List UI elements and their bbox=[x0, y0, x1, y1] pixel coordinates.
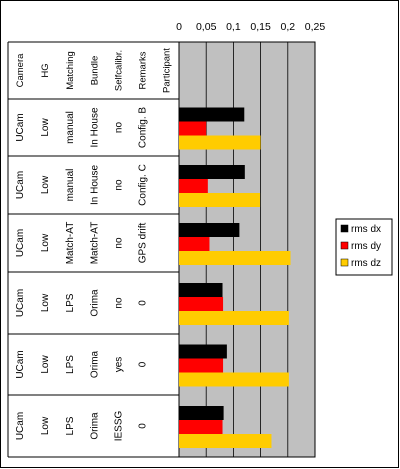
bar-rms-dy bbox=[179, 121, 207, 136]
legend-label: rms dz bbox=[351, 258, 381, 269]
bar-rms-dz bbox=[179, 135, 261, 150]
row-cell: UCam bbox=[15, 412, 26, 440]
row-cell: Orima bbox=[90, 289, 101, 317]
row-cell: UCam bbox=[15, 350, 26, 378]
row-cell: no bbox=[114, 237, 125, 249]
bar-rms-dz bbox=[179, 372, 289, 387]
row-cell: UCam bbox=[15, 113, 26, 141]
x-tick-label: 0,2 bbox=[280, 21, 295, 33]
bar-rms-dx bbox=[179, 406, 224, 420]
bar-rms-dy bbox=[179, 297, 224, 311]
bar-rms-dy bbox=[179, 358, 224, 373]
bar-rms-dy bbox=[179, 179, 208, 193]
column-header: Camera bbox=[15, 53, 26, 88]
x-tick-label: 0,1 bbox=[226, 21, 241, 33]
row-cell: UCam bbox=[15, 289, 26, 317]
row-cell: In House bbox=[90, 107, 101, 147]
x-tick-label: 0 bbox=[176, 21, 182, 33]
legend-swatch bbox=[340, 224, 349, 233]
x-tick-label: 0,15 bbox=[250, 21, 271, 33]
row-cell: IESSG bbox=[114, 411, 125, 442]
row-cell: 0 bbox=[138, 300, 149, 306]
row-cell: LPS bbox=[65, 355, 76, 374]
column-header: Remarks bbox=[138, 51, 149, 89]
row-cell: Low bbox=[40, 355, 51, 374]
row-cell: Low bbox=[40, 233, 51, 252]
bar-rms-dz bbox=[179, 434, 272, 448]
bar-rms-dz bbox=[179, 251, 291, 265]
bar-rms-dy bbox=[179, 420, 223, 434]
plot-area bbox=[178, 41, 316, 458]
row-cell: LPS bbox=[65, 416, 76, 435]
x-tick-label: 0,05 bbox=[196, 21, 217, 33]
legend-swatch bbox=[340, 258, 349, 267]
legend: rms dx rms dy rms dz bbox=[335, 218, 393, 276]
row-cell: Orima bbox=[90, 350, 101, 378]
row-cell: 0 bbox=[138, 361, 149, 367]
column-header: Matching bbox=[65, 51, 76, 90]
column-header: HG bbox=[40, 63, 51, 77]
row-cell: LPS bbox=[65, 293, 76, 312]
row-cell: In House bbox=[90, 165, 101, 205]
row-cell: Match-AT bbox=[65, 222, 76, 265]
row-cell: no bbox=[114, 297, 125, 309]
row-cell: UCam bbox=[15, 171, 26, 199]
bar-rms-dx bbox=[179, 283, 223, 297]
legend-label: rms dy bbox=[351, 241, 381, 252]
x-tick-label: 0,25 bbox=[305, 21, 326, 33]
row-cell: yes bbox=[114, 357, 125, 373]
column-header: Participant bbox=[162, 48, 173, 93]
row-cell: Low bbox=[40, 175, 51, 194]
bar-rms-dz bbox=[179, 193, 261, 207]
row-cell: Match-AT bbox=[90, 222, 101, 265]
row-cell: no bbox=[114, 122, 125, 134]
legend-label: rms dx bbox=[351, 224, 381, 235]
legend-swatch bbox=[340, 241, 349, 250]
bar-rms-dy bbox=[179, 237, 210, 251]
row-cell: UCam bbox=[15, 229, 26, 257]
row-cell: Low bbox=[40, 118, 51, 137]
bar-rms-dx bbox=[179, 344, 227, 359]
row-cell: GPS drift bbox=[138, 223, 149, 264]
row-cell: 0 bbox=[138, 423, 149, 429]
row-cell: Orima bbox=[90, 412, 101, 440]
bar-rms-dx bbox=[179, 223, 240, 237]
row-cell: manual bbox=[65, 169, 76, 202]
row-cell: no bbox=[114, 179, 125, 191]
bar-rms-dz bbox=[179, 311, 289, 325]
row-cell: Low bbox=[40, 416, 51, 435]
column-header: Selfcalibr. bbox=[114, 50, 125, 91]
bar-rms-dx bbox=[179, 165, 245, 179]
row-cell: Config. B bbox=[138, 107, 149, 148]
bar-rms-dx bbox=[179, 107, 245, 122]
row-cell: Config. C bbox=[138, 164, 149, 206]
row-cell: Low bbox=[40, 293, 51, 312]
row-cell: manual bbox=[65, 111, 76, 144]
x-axis-ticks: 0 0,05 0,1 0,15 0,2 0,25 bbox=[176, 21, 325, 33]
column-header: Bundle bbox=[90, 56, 101, 86]
